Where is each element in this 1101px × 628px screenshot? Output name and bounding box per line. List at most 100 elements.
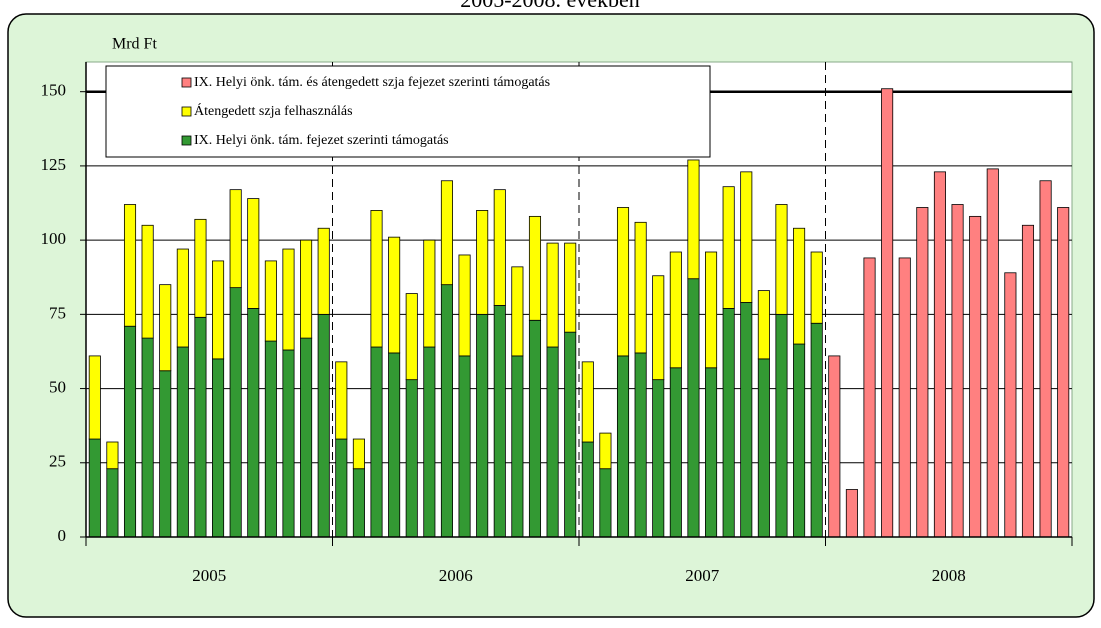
bar — [793, 343, 806, 538]
y-tick-label: 100 — [41, 229, 67, 248]
bar — [881, 88, 894, 538]
bar — [599, 468, 612, 538]
bar — [405, 379, 418, 538]
bar — [933, 171, 946, 538]
bar — [352, 468, 365, 538]
bar — [335, 361, 348, 440]
bar — [810, 322, 823, 538]
y-tick-label: 75 — [49, 303, 66, 322]
bar — [282, 248, 295, 351]
bar — [123, 204, 137, 327]
bar — [581, 441, 594, 538]
bar — [476, 210, 489, 315]
bar — [528, 319, 542, 538]
y-tick-label: 125 — [41, 155, 67, 174]
y-tick-label: 150 — [41, 81, 67, 100]
y-tick-label: 25 — [49, 452, 66, 471]
bar — [106, 441, 119, 470]
bar — [141, 224, 154, 339]
bar — [634, 221, 647, 354]
bar — [740, 171, 753, 303]
x-group-label: 2008 — [932, 566, 966, 585]
legend-label: IX. Helyi önk. tám. és átengedett szja f… — [194, 75, 550, 90]
bar — [123, 325, 137, 538]
legend-swatch — [181, 135, 192, 146]
bar — [388, 236, 401, 354]
bar — [493, 189, 506, 306]
bar — [247, 198, 260, 309]
bar — [1004, 272, 1017, 538]
bar — [317, 227, 330, 315]
x-group-label: 2006 — [439, 566, 473, 585]
bar — [969, 215, 982, 538]
bar — [581, 361, 594, 443]
bar — [229, 189, 242, 289]
bar — [669, 367, 682, 538]
bar — [810, 251, 823, 324]
bar — [194, 316, 207, 538]
bar — [176, 248, 189, 348]
bar — [264, 260, 277, 342]
bar — [687, 278, 700, 538]
bar — [159, 284, 172, 372]
bar — [212, 260, 225, 360]
bar — [493, 305, 506, 538]
bar — [634, 352, 647, 538]
bar — [669, 251, 682, 369]
bar — [282, 349, 295, 538]
bar — [370, 210, 383, 348]
legend-swatch — [181, 106, 192, 117]
bar — [652, 379, 665, 538]
bar — [1021, 224, 1035, 538]
bar — [476, 313, 489, 538]
bar — [405, 293, 418, 381]
bar — [564, 331, 577, 538]
chart-title: 2005-2008. években — [460, 0, 640, 12]
bar — [212, 358, 225, 538]
bar — [88, 438, 101, 538]
bar — [528, 215, 542, 321]
bar — [722, 308, 735, 538]
bar — [388, 352, 401, 538]
y-tick-label: 50 — [49, 377, 66, 396]
bar — [159, 370, 172, 538]
bar — [916, 207, 929, 538]
y-tick-label: 0 — [58, 526, 67, 545]
bar — [511, 266, 524, 357]
bar — [951, 204, 964, 538]
bar — [616, 355, 630, 538]
bar — [1039, 180, 1052, 538]
bar — [370, 346, 383, 538]
bar — [757, 290, 770, 360]
y-axis-label: Mrd Ft — [112, 36, 157, 53]
bar — [1057, 207, 1070, 538]
legend-swatch — [181, 77, 192, 88]
legend-label: Átengedett szja felhasználás — [194, 102, 353, 119]
bar — [458, 355, 471, 538]
bar — [440, 180, 453, 286]
bar — [616, 207, 630, 357]
bar — [194, 218, 207, 318]
bar — [898, 257, 911, 538]
bar — [352, 438, 365, 470]
bar — [440, 284, 453, 538]
bar — [652, 275, 665, 381]
bar — [88, 355, 101, 440]
x-group-label: 2007 — [685, 566, 720, 585]
bar — [423, 346, 436, 538]
bar — [740, 302, 753, 538]
bar — [546, 242, 559, 348]
bar — [793, 227, 806, 345]
bar — [687, 159, 700, 280]
bar — [300, 239, 313, 339]
bar — [247, 308, 260, 538]
bar — [599, 432, 612, 470]
bar — [546, 346, 559, 538]
bar — [705, 251, 718, 369]
bar — [757, 358, 770, 538]
bar — [722, 186, 735, 309]
bar — [986, 168, 999, 538]
bar — [317, 313, 330, 538]
